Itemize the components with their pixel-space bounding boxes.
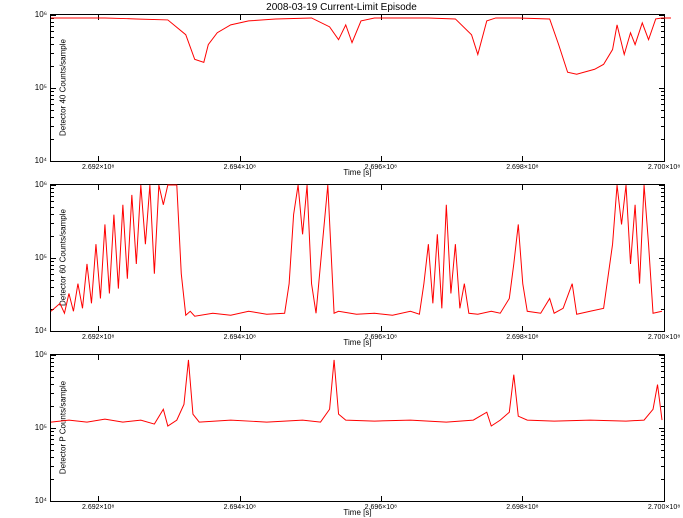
- data-trace: [51, 355, 664, 501]
- y-tick-label: 10⁶: [23, 10, 47, 19]
- chart-container: 2008-03-19 Current-Limit Episode Detecto…: [0, 0, 683, 518]
- chart-panel-0: Detector 40 Counts/sample10⁴10⁵10⁶2.692×…: [50, 14, 665, 162]
- y-tick-label: 10⁶: [23, 180, 47, 189]
- y-tick-label: 10⁵: [23, 253, 47, 262]
- chart-title: 2008-03-19 Current-Limit Episode: [0, 2, 683, 13]
- chart-panel-2: Detector P Counts/sample10⁴10⁵10⁶2.692×1…: [50, 354, 665, 502]
- x-axis-label: Time [s]: [51, 508, 664, 517]
- y-tick-label: 10⁴: [23, 156, 47, 165]
- y-tick-label: 10⁵: [23, 83, 47, 92]
- y-tick-label: 10⁴: [23, 326, 47, 335]
- chart-panel-1: Detector 60 Counts/sample10⁴10⁵10⁶2.692×…: [50, 184, 665, 332]
- x-axis-label: Time [s]: [51, 168, 664, 177]
- data-trace: [51, 15, 664, 161]
- y-tick-label: 10⁶: [23, 350, 47, 359]
- y-tick-label: 10⁵: [23, 423, 47, 432]
- y-tick-label: 10⁴: [23, 496, 47, 505]
- x-axis-label: Time [s]: [51, 338, 664, 347]
- data-trace: [51, 185, 664, 331]
